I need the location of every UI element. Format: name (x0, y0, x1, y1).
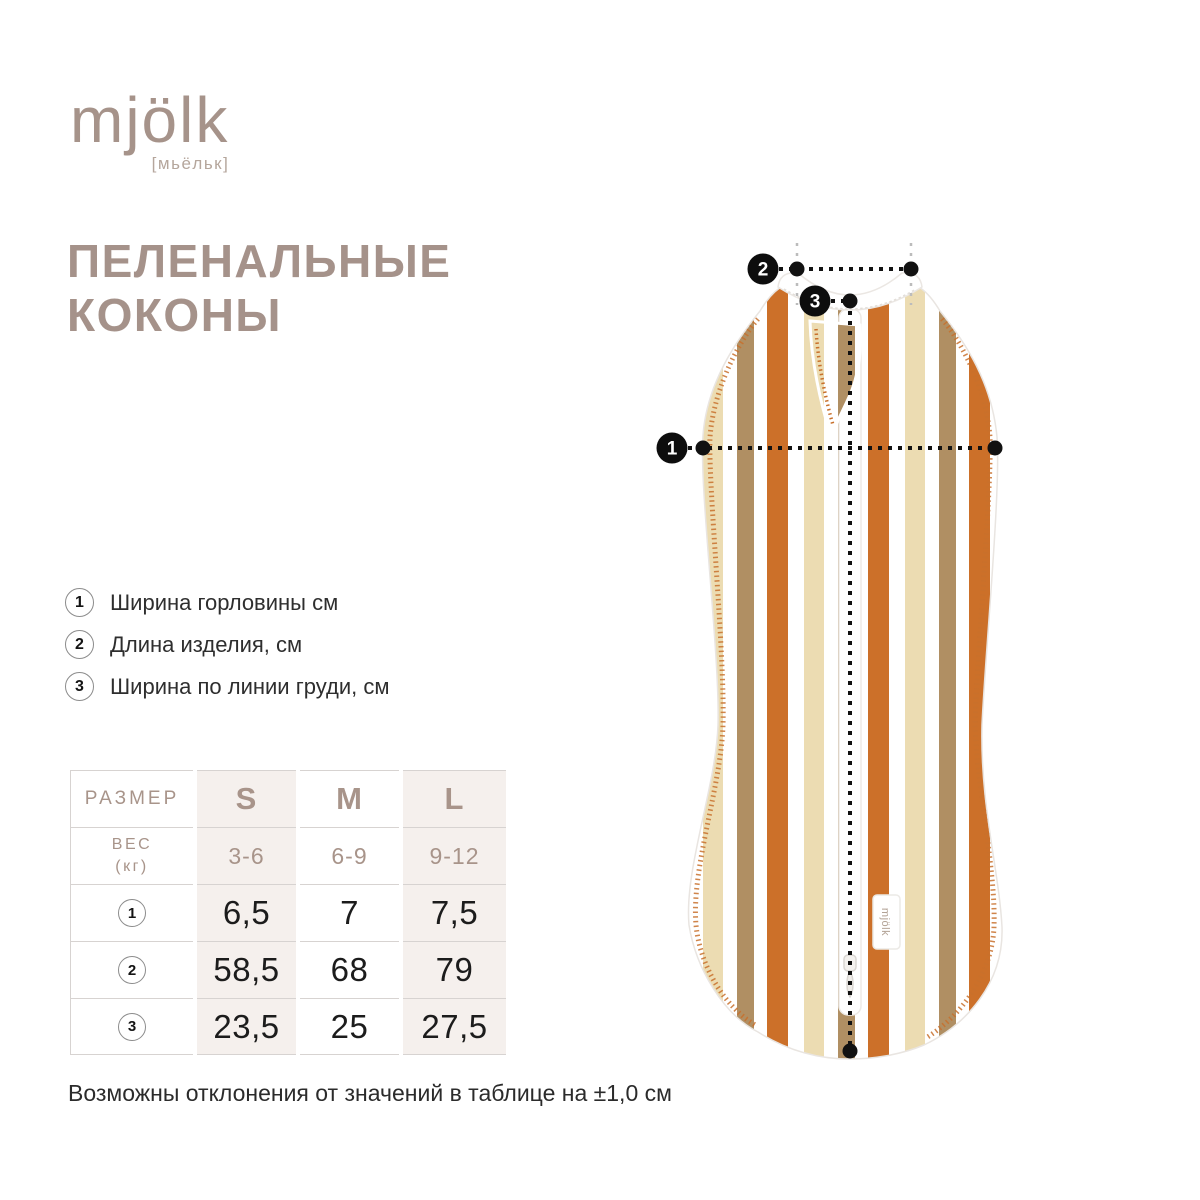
measure-2-m: 68 (300, 941, 399, 998)
collar-stitch (783, 288, 917, 310)
measure-3-s: 23,5 (197, 998, 296, 1055)
table-badge-3: 3 (118, 1012, 146, 1041)
table-badge-1: 1 (118, 899, 146, 927)
weight-value-m: 6-9 (300, 827, 399, 884)
legend-label-1: Ширина горловины см (110, 589, 339, 615)
page-title-line1: ПЕЛЕНАЛЬНЫЕ (67, 235, 452, 287)
table-header-s: S (197, 770, 296, 827)
cocoon-diagram: mjölk 2 3 (656, 243, 1003, 1060)
measure-1-s: 6,5 (197, 884, 296, 941)
size-table: РАЗМЕР S M L ВЕС (кг) 3-6 6-9 9-12 1 6,5… (70, 770, 506, 1055)
legend-label-3: Ширина по линии груди, см (110, 673, 390, 699)
neck-flap (808, 319, 863, 442)
legend-badge-1: 1 (65, 588, 94, 617)
measure-1-l: 7,5 (403, 884, 506, 941)
neck-flap-stitch (814, 328, 835, 426)
page-title: ПЕЛЕНАЛЬНЫЕ КОКОНЫ (67, 234, 451, 342)
brand-logo-text: mjölk (70, 84, 230, 156)
measure-line-1: 1 (656, 432, 1003, 464)
table-badge-2: 2 (118, 956, 146, 984)
table-row-3-label: 3 (70, 998, 193, 1055)
marker-3-number: 3 (810, 292, 821, 313)
left-edge-stitch (692, 317, 760, 1029)
legend-item-chest-width: 3 Ширина по линии груди, см (65, 672, 389, 701)
table-row-2-label: 2 (70, 941, 193, 998)
legend-item-length: 2 Длина изделия, см (65, 630, 389, 659)
table-weight-label: ВЕС (кг) (70, 827, 193, 884)
page-title-line2: КОКОНЫ (67, 289, 282, 341)
measure-line-3: 3 (799, 285, 858, 1059)
marker-1-number: 1 (667, 439, 678, 460)
table-row-1-label: 1 (70, 884, 193, 941)
marker-1-badge (656, 432, 688, 464)
marker-2-number: 2 (758, 260, 769, 281)
legend-badge-3: 3 (65, 672, 94, 701)
table-header-l: L (403, 770, 506, 827)
measure-3-m: 25 (300, 998, 399, 1055)
marker-3-badge (799, 285, 831, 317)
measure-2-l: 79 (403, 941, 506, 998)
tolerance-note: Возможны отклонения от значений в таблиц… (68, 1080, 672, 1106)
brand-tag-text: mjölk (879, 908, 891, 936)
weight-label-line1: ВЕС (111, 836, 153, 854)
measure-line-2: 2 (747, 253, 919, 285)
table-header-m: M (300, 770, 399, 827)
legend-item-neck-width: 1 Ширина горловины см (65, 588, 389, 617)
legend-label-2: Длина изделия, см (110, 631, 303, 657)
weight-value-s: 3-6 (197, 827, 296, 884)
measure-3-l: 27,5 (403, 998, 506, 1055)
legend-badge-2: 2 (65, 630, 94, 659)
weight-label-line2: (кг) (115, 858, 149, 875)
table-header-size: РАЗМЕР (70, 770, 193, 827)
measure-2-s: 58,5 (197, 941, 296, 998)
marker-2-badge (747, 253, 779, 285)
right-edge-stitch (924, 317, 997, 1041)
measurement-legend: 1 Ширина горловины см 2 Длина изделия, с… (65, 588, 389, 701)
weight-value-l: 9-12 (403, 827, 506, 884)
brand-logo: mjölk [мьёльк] (70, 88, 229, 174)
brand-logo-transcription: [мьёльк] (151, 154, 230, 173)
brand-tag: mjölk (872, 894, 901, 950)
measure-1-m: 7 (300, 884, 399, 941)
